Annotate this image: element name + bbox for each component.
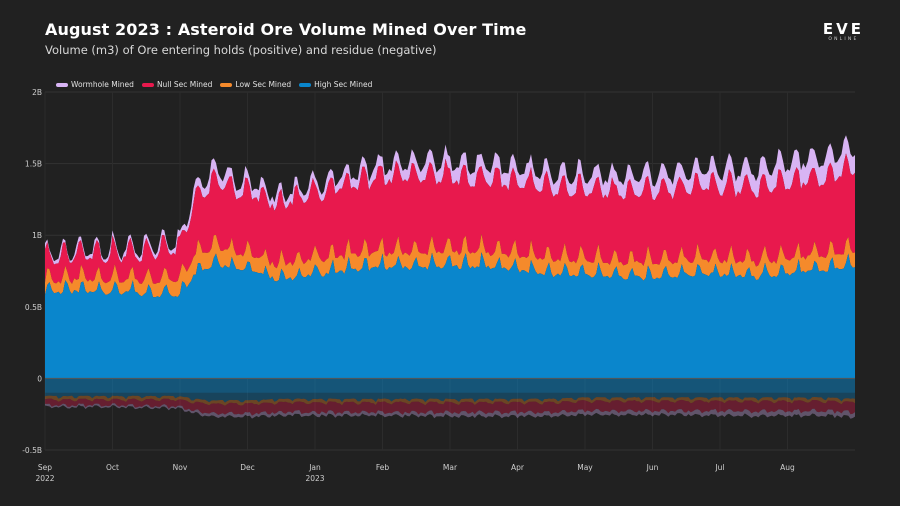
residue-high-sec-mined <box>45 378 855 403</box>
legend-swatch-wormhole <box>56 82 68 87</box>
x-tick-year-label: 2023 <box>305 474 324 483</box>
logo-wordmark: EVE <box>822 20 864 38</box>
x-tick-label: Nov <box>173 463 188 472</box>
x-tick-label: Feb <box>376 463 390 472</box>
y-tick-label: 1.5B <box>25 160 42 169</box>
x-tick-label: Sep <box>38 463 52 472</box>
x-tick-label: Dec <box>240 463 255 472</box>
y-tick-label: 0 <box>37 374 42 383</box>
x-tick-label: Aug <box>780 463 795 472</box>
x-tick-label: Mar <box>443 463 458 472</box>
y-tick-label: -0.5B <box>22 446 42 455</box>
chart-title: August 2023 : Asteroid Ore Volume Mined … <box>45 20 527 39</box>
eve-online-logo: EVE ONLINE <box>823 22 864 43</box>
logo-subtext: ONLINE <box>828 37 859 42</box>
residue-low-sec-mined <box>45 395 855 406</box>
area-wormhole-mined <box>45 135 855 265</box>
legend-label-high-sec: High Sec Mined <box>314 80 373 89</box>
x-tick-label: May <box>577 463 593 472</box>
legend-item-null-sec[interactable]: Null Sec Mined <box>141 80 213 89</box>
residue-null-sec-mined <box>45 398 855 416</box>
area-low-sec-mined <box>45 234 855 298</box>
x-tick-label: Jun <box>646 463 659 472</box>
y-tick-label: 2B <box>32 88 42 97</box>
x-tick-year-label: 2022 <box>35 474 54 483</box>
residue-band <box>45 378 855 393</box>
x-tick-label: Oct <box>106 463 119 472</box>
legend-item-wormhole[interactable]: Wormhole Mined <box>56 80 134 89</box>
x-tick-label: Jan <box>308 463 321 472</box>
chart-subtitle: Volume (m3) of Ore entering holds (posit… <box>45 43 437 57</box>
legend-label-low-sec: Low Sec Mined <box>235 80 292 89</box>
legend-label-wormhole: Wormhole Mined <box>71 80 134 89</box>
legend-label-null-sec: Null Sec Mined <box>156 80 213 89</box>
area-null-sec-mined <box>45 153 855 284</box>
legend-swatch-null-sec <box>141 82 154 87</box>
legend-item-low-sec[interactable]: Low Sec Mined <box>220 80 291 89</box>
legend-swatch-high-sec <box>299 82 312 87</box>
chart-legend: Wormhole Mined Null Sec Mined Low Sec Mi… <box>56 80 372 89</box>
residue-wormhole-mined <box>45 403 855 419</box>
area-high-sec-mined <box>45 252 855 379</box>
x-tick-label: Jul <box>714 463 724 472</box>
legend-swatch-low-sec <box>220 82 233 87</box>
y-tick-label: 0.5B <box>25 303 42 312</box>
y-tick-label: 1B <box>32 231 42 240</box>
x-tick-label: Apr <box>511 463 525 472</box>
legend-item-high-sec[interactable]: High Sec Mined <box>299 80 372 89</box>
